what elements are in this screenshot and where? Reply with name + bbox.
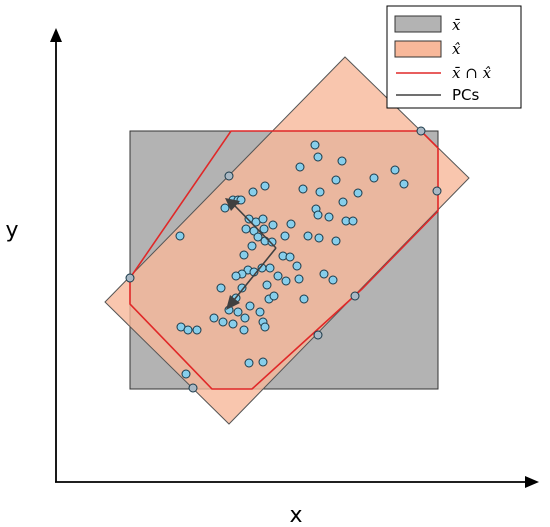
scatter-points	[175, 140, 409, 379]
y-axis-arrowhead	[50, 28, 62, 42]
boundary-point	[416, 126, 426, 136]
x-axis-arrowhead	[525, 476, 539, 488]
data-point	[348, 216, 358, 226]
data-point	[255, 307, 265, 317]
data-point	[175, 231, 185, 241]
data-point	[267, 237, 277, 247]
data-point	[319, 269, 329, 279]
boundary-point	[188, 383, 198, 393]
legend-swatch-orange	[394, 40, 442, 58]
data-point	[258, 357, 268, 367]
data-point	[239, 250, 249, 260]
data-point	[262, 280, 272, 290]
pc1-shaft	[234, 205, 277, 249]
axes	[50, 28, 539, 488]
pc1-arrowhead	[225, 198, 240, 211]
data-point	[209, 313, 219, 323]
data-point	[273, 271, 283, 281]
pc2-shaft	[233, 247, 277, 301]
data-point	[260, 322, 270, 332]
data-point	[314, 233, 324, 243]
data-point	[192, 325, 202, 335]
boundary-point	[432, 186, 442, 196]
data-point	[299, 294, 309, 304]
data-point	[216, 283, 226, 293]
principal-component-arrows	[225, 198, 277, 310]
data-point	[218, 317, 228, 327]
data-point	[353, 188, 363, 198]
data-point	[244, 358, 254, 368]
data-point	[240, 313, 250, 323]
data-point	[220, 203, 230, 213]
data-point	[285, 252, 295, 262]
legend: x̄ x̂ x̄ ∩ x̂ PCs	[386, 5, 522, 109]
data-point	[265, 263, 275, 273]
data-point	[245, 301, 255, 311]
boundary-points	[125, 126, 442, 393]
data-point	[253, 232, 263, 242]
data-point	[248, 187, 258, 197]
data-point	[292, 261, 302, 271]
data-point	[259, 224, 269, 234]
data-point	[310, 140, 320, 150]
data-point	[280, 231, 290, 241]
data-point	[331, 236, 341, 246]
data-point	[181, 369, 191, 379]
data-point	[338, 197, 348, 207]
data-point	[315, 187, 325, 197]
boundary-point	[350, 291, 360, 301]
data-point	[294, 274, 304, 284]
data-point	[239, 325, 249, 335]
data-point	[260, 181, 270, 191]
data-point	[237, 283, 247, 293]
boundary-point	[313, 330, 323, 340]
data-point	[247, 241, 257, 251]
legend-label-intersection: x̄ ∩ x̂	[452, 64, 492, 82]
data-point	[241, 224, 251, 234]
legend-swatch-gray	[394, 15, 442, 33]
data-point	[258, 214, 268, 224]
data-point	[399, 179, 409, 189]
data-point	[228, 319, 238, 329]
legend-label-orange: x̂	[452, 40, 461, 58]
data-point	[303, 231, 313, 241]
data-point	[369, 173, 379, 183]
data-point	[286, 219, 296, 229]
data-point	[183, 325, 193, 335]
legend-label-pcs: PCs	[452, 86, 480, 104]
data-point	[231, 271, 241, 281]
y-axis-label: y	[5, 218, 18, 243]
data-point	[324, 212, 334, 222]
data-point	[337, 156, 347, 166]
data-point	[331, 175, 341, 185]
data-point	[269, 291, 279, 301]
data-point	[298, 184, 308, 194]
boundary-point	[125, 273, 135, 283]
data-point	[390, 165, 400, 175]
x-axis-label: x	[289, 503, 302, 527]
data-point	[281, 276, 291, 286]
data-point	[268, 220, 278, 230]
boundary-point	[224, 171, 234, 181]
data-point	[328, 275, 338, 285]
legend-label-gray: x̄	[452, 16, 461, 34]
data-point	[233, 307, 243, 317]
data-point	[313, 210, 323, 220]
intersection-outline	[129, 130, 439, 390]
data-point	[313, 152, 323, 162]
pc2-arrowhead	[226, 295, 240, 310]
data-point	[295, 162, 305, 172]
